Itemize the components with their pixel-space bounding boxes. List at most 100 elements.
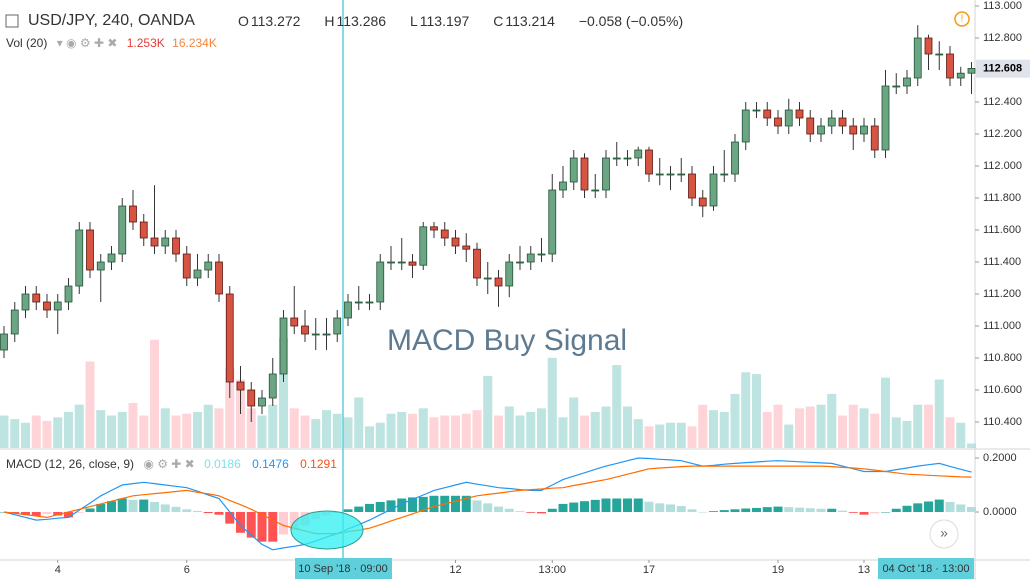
candle-body — [774, 117, 782, 127]
legend-icons[interactable]: ◉ ⚙ ✚ ✖ — [143, 457, 195, 471]
x-tick-label: 6 — [184, 564, 190, 576]
volume-bar — [762, 411, 772, 448]
candle-body — [473, 248, 481, 279]
volume-bar — [0, 415, 9, 448]
histogram-bar — [730, 509, 740, 512]
candle-body — [107, 253, 116, 263]
histogram-bar — [117, 498, 127, 512]
candle-body — [634, 149, 643, 159]
histogram-bar — [881, 511, 890, 513]
alert-icon[interactable] — [954, 11, 970, 27]
histogram-bar — [160, 504, 170, 512]
candle-body — [387, 261, 395, 264]
histogram-bar — [214, 511, 224, 515]
volume-bar — [795, 408, 804, 448]
candle-body — [655, 173, 664, 176]
volume-bar — [214, 408, 224, 448]
candle-body — [440, 229, 449, 239]
histogram-bar — [107, 501, 116, 512]
candle-body — [580, 157, 589, 191]
volume-bar — [558, 417, 568, 448]
volume-bar — [698, 404, 708, 448]
histogram-bar — [139, 499, 149, 512]
histogram-bar — [698, 511, 708, 513]
volume-bar — [891, 417, 901, 448]
volume-bar — [354, 397, 364, 448]
candle-body — [645, 149, 653, 175]
histogram-bar — [150, 502, 159, 512]
histogram-bar — [365, 503, 374, 512]
alert-mark[interactable]: ! — [961, 14, 964, 25]
x-tick-label: 12 — [449, 564, 461, 576]
candle-body — [32, 293, 41, 303]
volume-bar — [117, 411, 127, 448]
histogram-bar — [526, 511, 536, 513]
candle-body — [86, 229, 94, 271]
volume-bar — [64, 411, 73, 448]
histogram-bar — [655, 503, 665, 512]
histogram-bar — [483, 503, 493, 512]
histogram-bar — [752, 507, 761, 512]
histogram-bar — [64, 511, 73, 518]
volume-bar — [21, 422, 30, 448]
candle-body — [698, 197, 707, 207]
macd-legend: MACD (12, 26, close, 9) ◉ ⚙ ✚ ✖ 0.0186 0… — [6, 457, 337, 471]
volume-bar — [451, 415, 460, 448]
volume-bar — [171, 415, 181, 448]
candle-body — [494, 277, 503, 287]
volume-bar — [741, 372, 751, 448]
candle-body — [397, 261, 406, 264]
histogram-bar — [53, 511, 63, 516]
candle-body — [64, 285, 73, 303]
candle-body — [741, 109, 750, 143]
scroll-button[interactable] — [929, 519, 959, 549]
volume-bar — [31, 415, 41, 448]
histogram-bar — [827, 508, 837, 512]
ohlc-key: O — [238, 13, 249, 29]
candle-body — [10, 309, 19, 335]
candle-body — [763, 109, 772, 119]
candle-body — [946, 53, 954, 79]
histogram-bar — [558, 503, 568, 512]
volume-bar — [719, 411, 729, 448]
histogram-bar — [171, 506, 181, 512]
legend-name: Vol (20) — [6, 36, 48, 50]
macd-line — [3, 457, 972, 551]
legend-value: 16.234K — [172, 36, 217, 50]
histogram-bar — [580, 501, 589, 512]
histogram-bar — [934, 499, 944, 512]
last-price-label: 112.608 — [983, 63, 1022, 75]
y-tick-label: 111.600 — [983, 224, 1021, 236]
candle-body — [784, 109, 793, 127]
menu-icon[interactable] — [5, 14, 19, 28]
histogram-bar — [128, 499, 138, 512]
ohlc-key: H — [324, 13, 335, 29]
volume-bar — [150, 339, 159, 448]
histogram-bar — [225, 511, 235, 524]
candle-body — [591, 189, 600, 192]
volume-bar — [246, 408, 256, 448]
histogram-bar — [236, 511, 245, 533]
histogram-bar — [569, 502, 579, 512]
volume-bar — [784, 424, 794, 448]
candle-body — [258, 397, 266, 407]
volume-bar — [547, 357, 557, 448]
candle-body — [677, 173, 686, 176]
scroll-icon[interactable]: » — [940, 525, 948, 541]
histogram-bar — [795, 507, 804, 512]
volume-bar — [461, 413, 471, 448]
y-tick-label: 0.2000 — [983, 452, 1017, 464]
candle-body — [892, 85, 901, 88]
volume-bar — [676, 422, 686, 448]
histogram-bar — [773, 506, 783, 512]
volume-bar — [74, 404, 84, 448]
symbol: USD/JPY, 240, OANDA — [28, 12, 195, 29]
candle-body — [311, 333, 320, 336]
legend-icons[interactable]: ▾ ◉ ⚙ ✚ ✖ — [56, 36, 118, 50]
y-tick-label: 110.400 — [983, 416, 1022, 428]
volume-bar — [268, 404, 278, 448]
candle-body — [559, 181, 567, 191]
volume-bar — [107, 415, 116, 448]
histogram-bar — [590, 499, 600, 512]
